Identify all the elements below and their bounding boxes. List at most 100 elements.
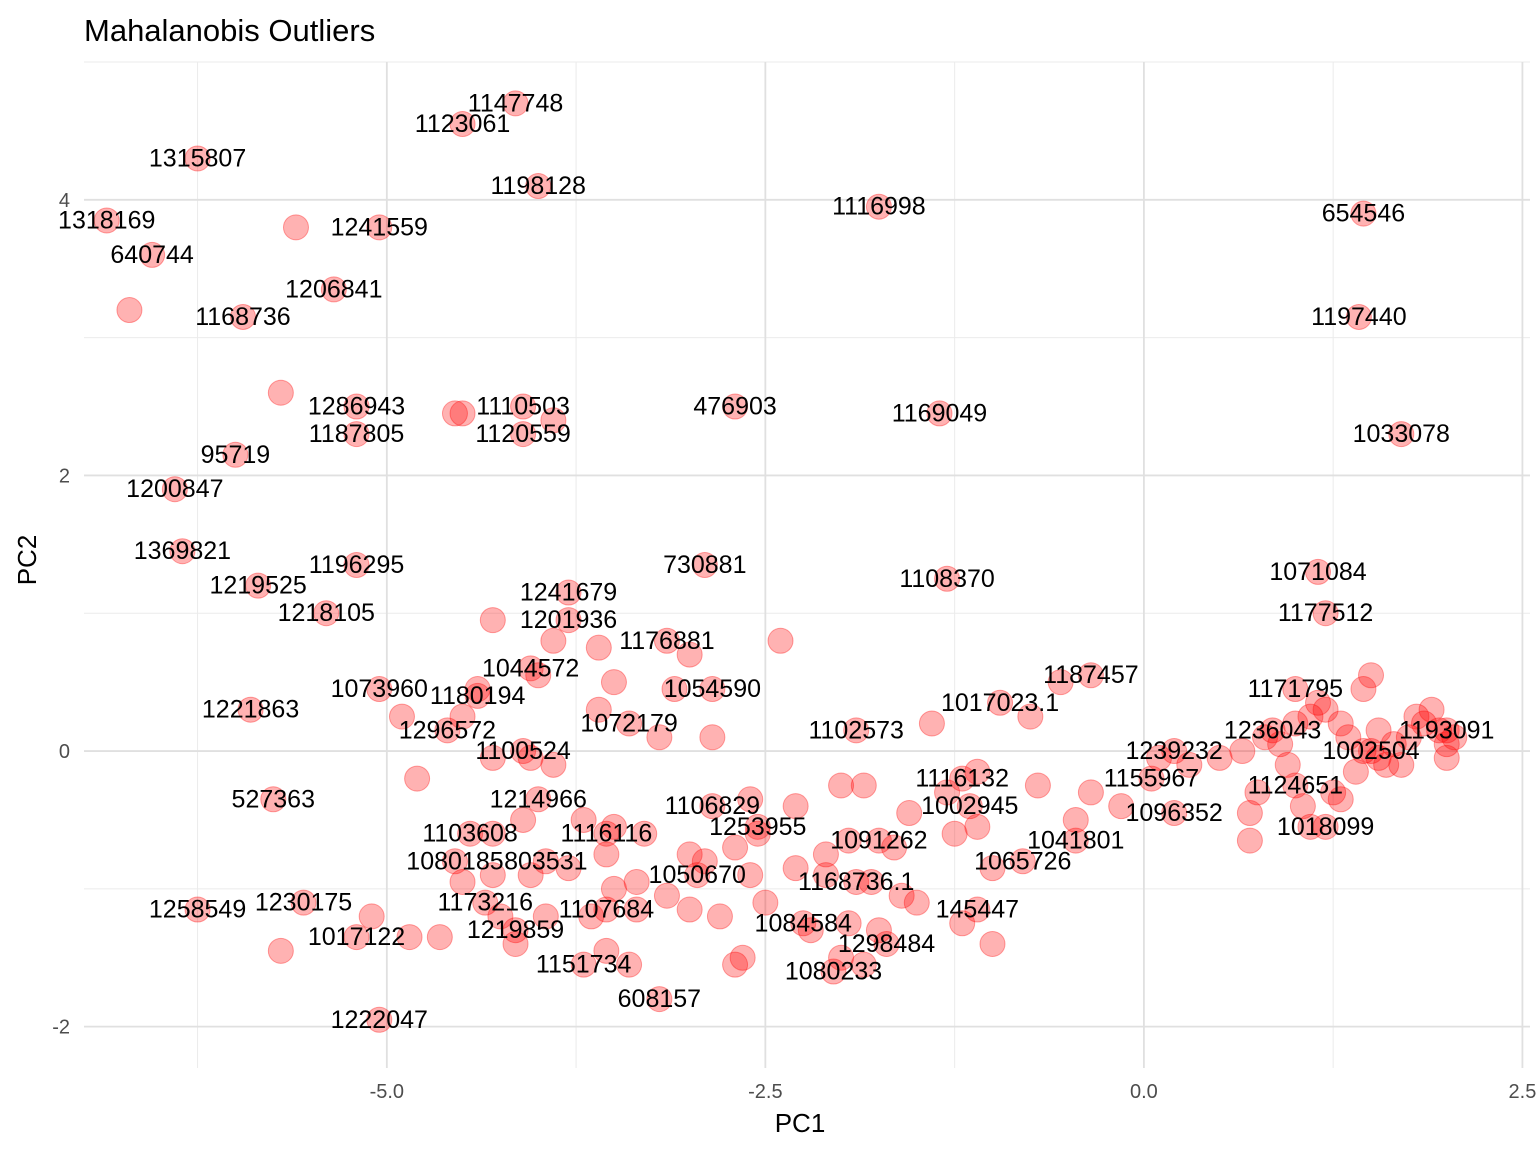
data-point [479,744,506,771]
y-tick-label: 0 [59,741,70,763]
data-point [835,910,862,937]
data-point [570,951,597,978]
data-point [699,676,726,703]
data-point [1282,710,1309,737]
data-point [540,751,567,778]
data-point [835,827,862,854]
point-label: 1201936 [520,606,617,634]
data-point [593,937,620,964]
data-point [320,276,347,303]
data-point [964,758,991,785]
point-label: 1253955 [709,813,806,841]
point-label: 1177512 [1278,599,1373,627]
data-point [646,986,673,1013]
point-label: 1124651 [1248,771,1343,799]
data-point [1236,800,1263,827]
data-point [479,862,506,889]
data-point [934,779,961,806]
point-label: 1239232 [1126,737,1223,765]
data-points [93,90,1468,1033]
data-point [865,193,892,220]
data-point [313,600,340,627]
y-axis-title: PC2 [12,535,42,586]
point-label: 1286943 [308,393,405,421]
data-point [843,868,870,895]
data-point [426,924,453,951]
data-point [1062,806,1089,833]
data-point [676,896,703,923]
point-label: 1116116 [560,820,652,848]
data-point [1176,751,1203,778]
data-point [797,917,824,944]
data-point [517,744,544,771]
point-label: 1116132 [915,765,1009,793]
data-point [706,903,733,930]
data-point [1350,200,1377,227]
data-point [366,1006,393,1033]
point-label: 1318169 [58,206,155,234]
data-point [366,676,393,703]
data-point [1441,724,1468,751]
point-label: 1258549 [149,896,246,924]
data-point [1274,751,1301,778]
point-label: 1050670 [649,861,746,889]
data-point [941,820,968,847]
point-label: 1200847 [126,475,223,503]
data-point [918,710,945,737]
data-point [525,173,552,200]
point-label: 654546 [1322,200,1405,228]
data-point [722,951,749,978]
data-point [865,917,892,944]
data-point [956,793,983,820]
point-label: 803531 [504,847,587,875]
data-point [1426,717,1453,744]
point-label: 608157 [618,985,701,1013]
point-label: 1197440 [1311,303,1406,331]
data-point [1418,696,1445,723]
data-point [570,806,597,833]
data-point [472,889,499,916]
data-point [850,772,877,799]
data-point [260,786,287,813]
data-point [699,793,726,820]
data-point [767,627,794,654]
data-point [169,538,196,565]
data-point [479,607,506,634]
point-label: 1241679 [520,579,617,607]
data-point [1108,793,1135,820]
data-point [510,393,537,420]
point-label: 1214966 [490,785,587,813]
data-point [843,717,870,744]
point-label: 1120559 [475,420,570,448]
y-tick-label: 4 [59,190,70,212]
point-label: 476903 [693,393,776,421]
data-point [267,379,294,406]
data-point [457,820,484,847]
point-label: 1180194 [430,682,526,710]
point-label: 1084584 [755,909,852,937]
point-label: 1054590 [664,675,761,703]
data-point [358,903,385,930]
data-point [1161,800,1188,827]
data-point [782,855,809,882]
data-point [987,689,1014,716]
data-point [1138,765,1165,792]
chart-title: Mahalanobis Outliers [84,13,375,48]
data-point [782,793,809,820]
point-label: 1018099 [1277,813,1374,841]
data-point [510,421,537,448]
data-point [1395,724,1422,751]
data-point [540,407,567,434]
data-point [343,924,370,951]
x-tick-label: 2.5 [1509,1081,1536,1103]
point-label: 1106829 [665,792,760,820]
data-point [1403,703,1430,730]
data-point [1305,558,1332,585]
point-label: 527363 [232,785,315,813]
data-point [1259,717,1286,744]
data-point [744,813,771,840]
data-point [404,765,431,792]
data-point [1312,696,1339,723]
data-point [434,717,461,744]
data-point [449,400,476,427]
